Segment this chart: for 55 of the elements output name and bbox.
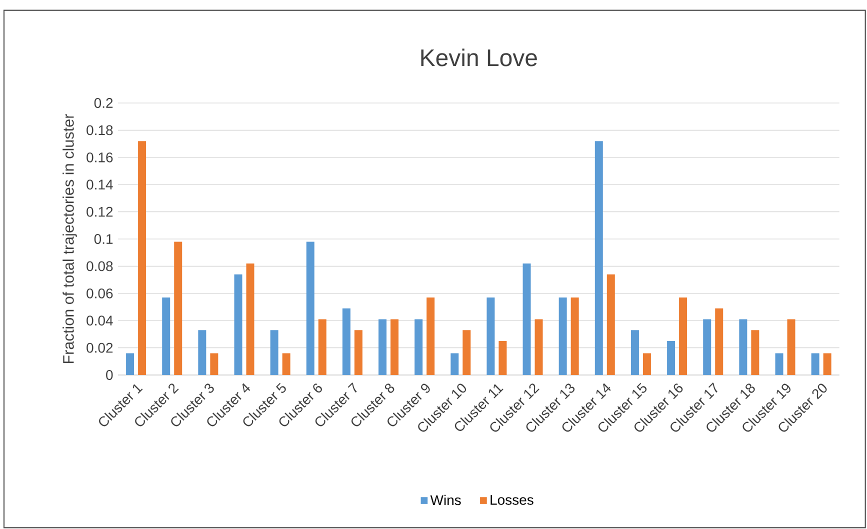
legend-label: Wins xyxy=(430,494,461,506)
y-tick-label: 0.16 xyxy=(86,152,113,162)
y-tick-label: 0.08 xyxy=(86,261,113,272)
y-tick-label: 0.04 xyxy=(86,316,113,326)
bar xyxy=(426,297,435,375)
bar xyxy=(462,330,471,375)
bar xyxy=(174,242,182,375)
bar xyxy=(811,353,820,375)
y-tick-label: 0 xyxy=(106,370,113,380)
y-tick-label: 0.2 xyxy=(94,98,113,108)
bar xyxy=(210,353,218,375)
bar xyxy=(234,274,242,375)
bar xyxy=(787,319,796,375)
bar xyxy=(354,330,362,375)
bar xyxy=(450,353,459,375)
bar xyxy=(390,319,399,375)
bar xyxy=(342,308,350,375)
bar xyxy=(522,263,531,375)
bar xyxy=(570,297,579,375)
bar xyxy=(198,330,206,375)
bar xyxy=(534,319,543,375)
bar xyxy=(715,308,724,375)
bar xyxy=(739,319,748,375)
bar xyxy=(246,263,254,375)
y-tick-label: 0.18 xyxy=(86,125,113,136)
y-tick-label: 0.1 xyxy=(94,234,113,244)
y-tick-label: 0.12 xyxy=(86,206,113,217)
y-tick-label: 0.14 xyxy=(86,180,113,190)
bar xyxy=(414,319,423,375)
bar xyxy=(667,341,676,375)
bar xyxy=(606,274,615,375)
bar xyxy=(823,353,832,375)
bar xyxy=(594,141,603,375)
bar xyxy=(775,353,784,375)
y-tick-label: 0.06 xyxy=(86,288,113,298)
bar xyxy=(126,353,134,375)
bar xyxy=(318,319,326,375)
legend-label: Losses xyxy=(490,495,534,505)
bar xyxy=(558,297,567,375)
bar xyxy=(679,297,688,375)
bar xyxy=(162,297,170,375)
bar xyxy=(378,319,386,375)
bar xyxy=(751,330,760,375)
bar xyxy=(282,353,290,375)
y-tick-label: 0.02 xyxy=(86,342,113,353)
bar xyxy=(642,353,651,375)
chart-title: Kevin Love xyxy=(421,48,537,66)
bar xyxy=(306,242,314,375)
bar xyxy=(630,330,639,375)
bar xyxy=(486,297,495,375)
bar xyxy=(498,341,507,375)
y-axis-title: Fraction of total trajectories in cluster xyxy=(62,114,77,364)
bar xyxy=(270,330,278,375)
bar xyxy=(138,141,146,375)
bar xyxy=(703,319,712,375)
